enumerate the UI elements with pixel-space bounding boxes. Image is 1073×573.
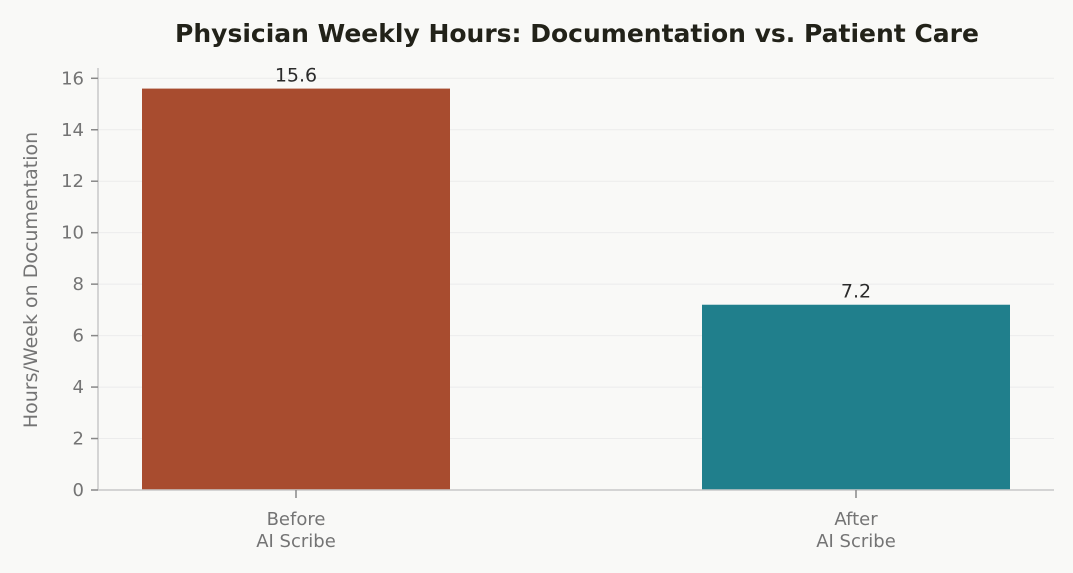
chart-title: Physician Weekly Hours: Documentation vs… [175, 19, 979, 48]
y-tick-label: 12 [61, 171, 84, 192]
bars [142, 88, 1010, 491]
bar [142, 88, 450, 491]
y-tick-label: 4 [73, 377, 84, 398]
data-labels: 15.6 7.2 [275, 65, 871, 303]
bar-value-label: 7.2 [841, 281, 871, 303]
x-tick-label: Before AI Scribe [256, 509, 336, 552]
bar [702, 304, 1010, 490]
y-axis-ticks: 0 2 4 6 8 10 12 14 16 [61, 68, 98, 501]
y-tick-label: 10 [61, 223, 84, 244]
x-axis-ticks: Before AI Scribe After AI Scribe [256, 490, 896, 552]
y-axis-label: Hours/Week on Documentation [20, 132, 42, 428]
y-tick-label: 16 [61, 68, 84, 89]
y-tick-label: 6 [73, 326, 84, 347]
y-tick-label: 0 [73, 480, 84, 501]
x-tick-label: After AI Scribe [816, 509, 896, 552]
y-tick-label: 14 [61, 120, 84, 141]
bar-value-label: 15.6 [275, 65, 317, 87]
y-tick-label: 2 [73, 429, 84, 450]
y-tick-label: 8 [73, 274, 84, 295]
